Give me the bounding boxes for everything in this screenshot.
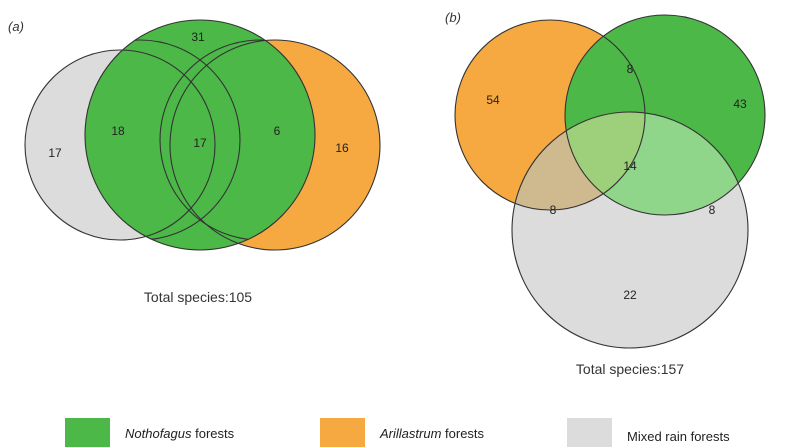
panel-b-region-arill-notho: 8 (627, 62, 634, 76)
legend-arillastrum-swatch (320, 418, 365, 447)
legend-nothofagus-label: Nothofagus forests (125, 426, 235, 441)
panel-a-region-center: 17 (193, 136, 207, 150)
panel-b-region-notho-only: 43 (733, 97, 747, 111)
legend-mixed-swatch (567, 418, 612, 447)
panel-b-region-center: 14 (623, 159, 637, 173)
panel-b-overlap-all (565, 112, 645, 210)
panel-b-region-notho-mixed: 8 (709, 203, 716, 217)
panel-a-region-mixed-notho: 18 (111, 124, 125, 138)
panel-a: (a) 31 17 18 17 6 16 Total species:105 (8, 19, 381, 305)
panel-a-label: (a) (8, 19, 24, 34)
legend-nothofagus-swatch (65, 418, 110, 447)
panel-b-region-arill-only: 54 (486, 93, 500, 107)
panel-a-region-notho-arill: 6 (274, 124, 281, 138)
panel-b-total: Total species:157 (576, 361, 684, 377)
panel-a-region-notho-top: 31 (191, 30, 205, 44)
panel-b-outlines (454, 14, 766, 349)
legend-mixed-label: Mixed rain forests (627, 429, 730, 444)
panel-a-region-mixed-only: 17 (48, 146, 62, 160)
panel-b-region-mixed-only: 22 (623, 288, 637, 302)
panel-a-nothofagus-circle (85, 20, 315, 250)
legend-arillastrum-label: Arillastrum forests (379, 426, 485, 441)
panel-b-region-arill-mixed: 8 (550, 203, 557, 217)
panel-b-label: (b) (445, 10, 461, 25)
legend: Nothofagus forests Arillastrum forests M… (65, 418, 730, 447)
panel-a-total: Total species:105 (144, 289, 252, 305)
panel-a-region-arill-only: 16 (335, 141, 349, 155)
panel-b: (b) 54 8 43 14 8 8 22 Total species (445, 10, 766, 377)
